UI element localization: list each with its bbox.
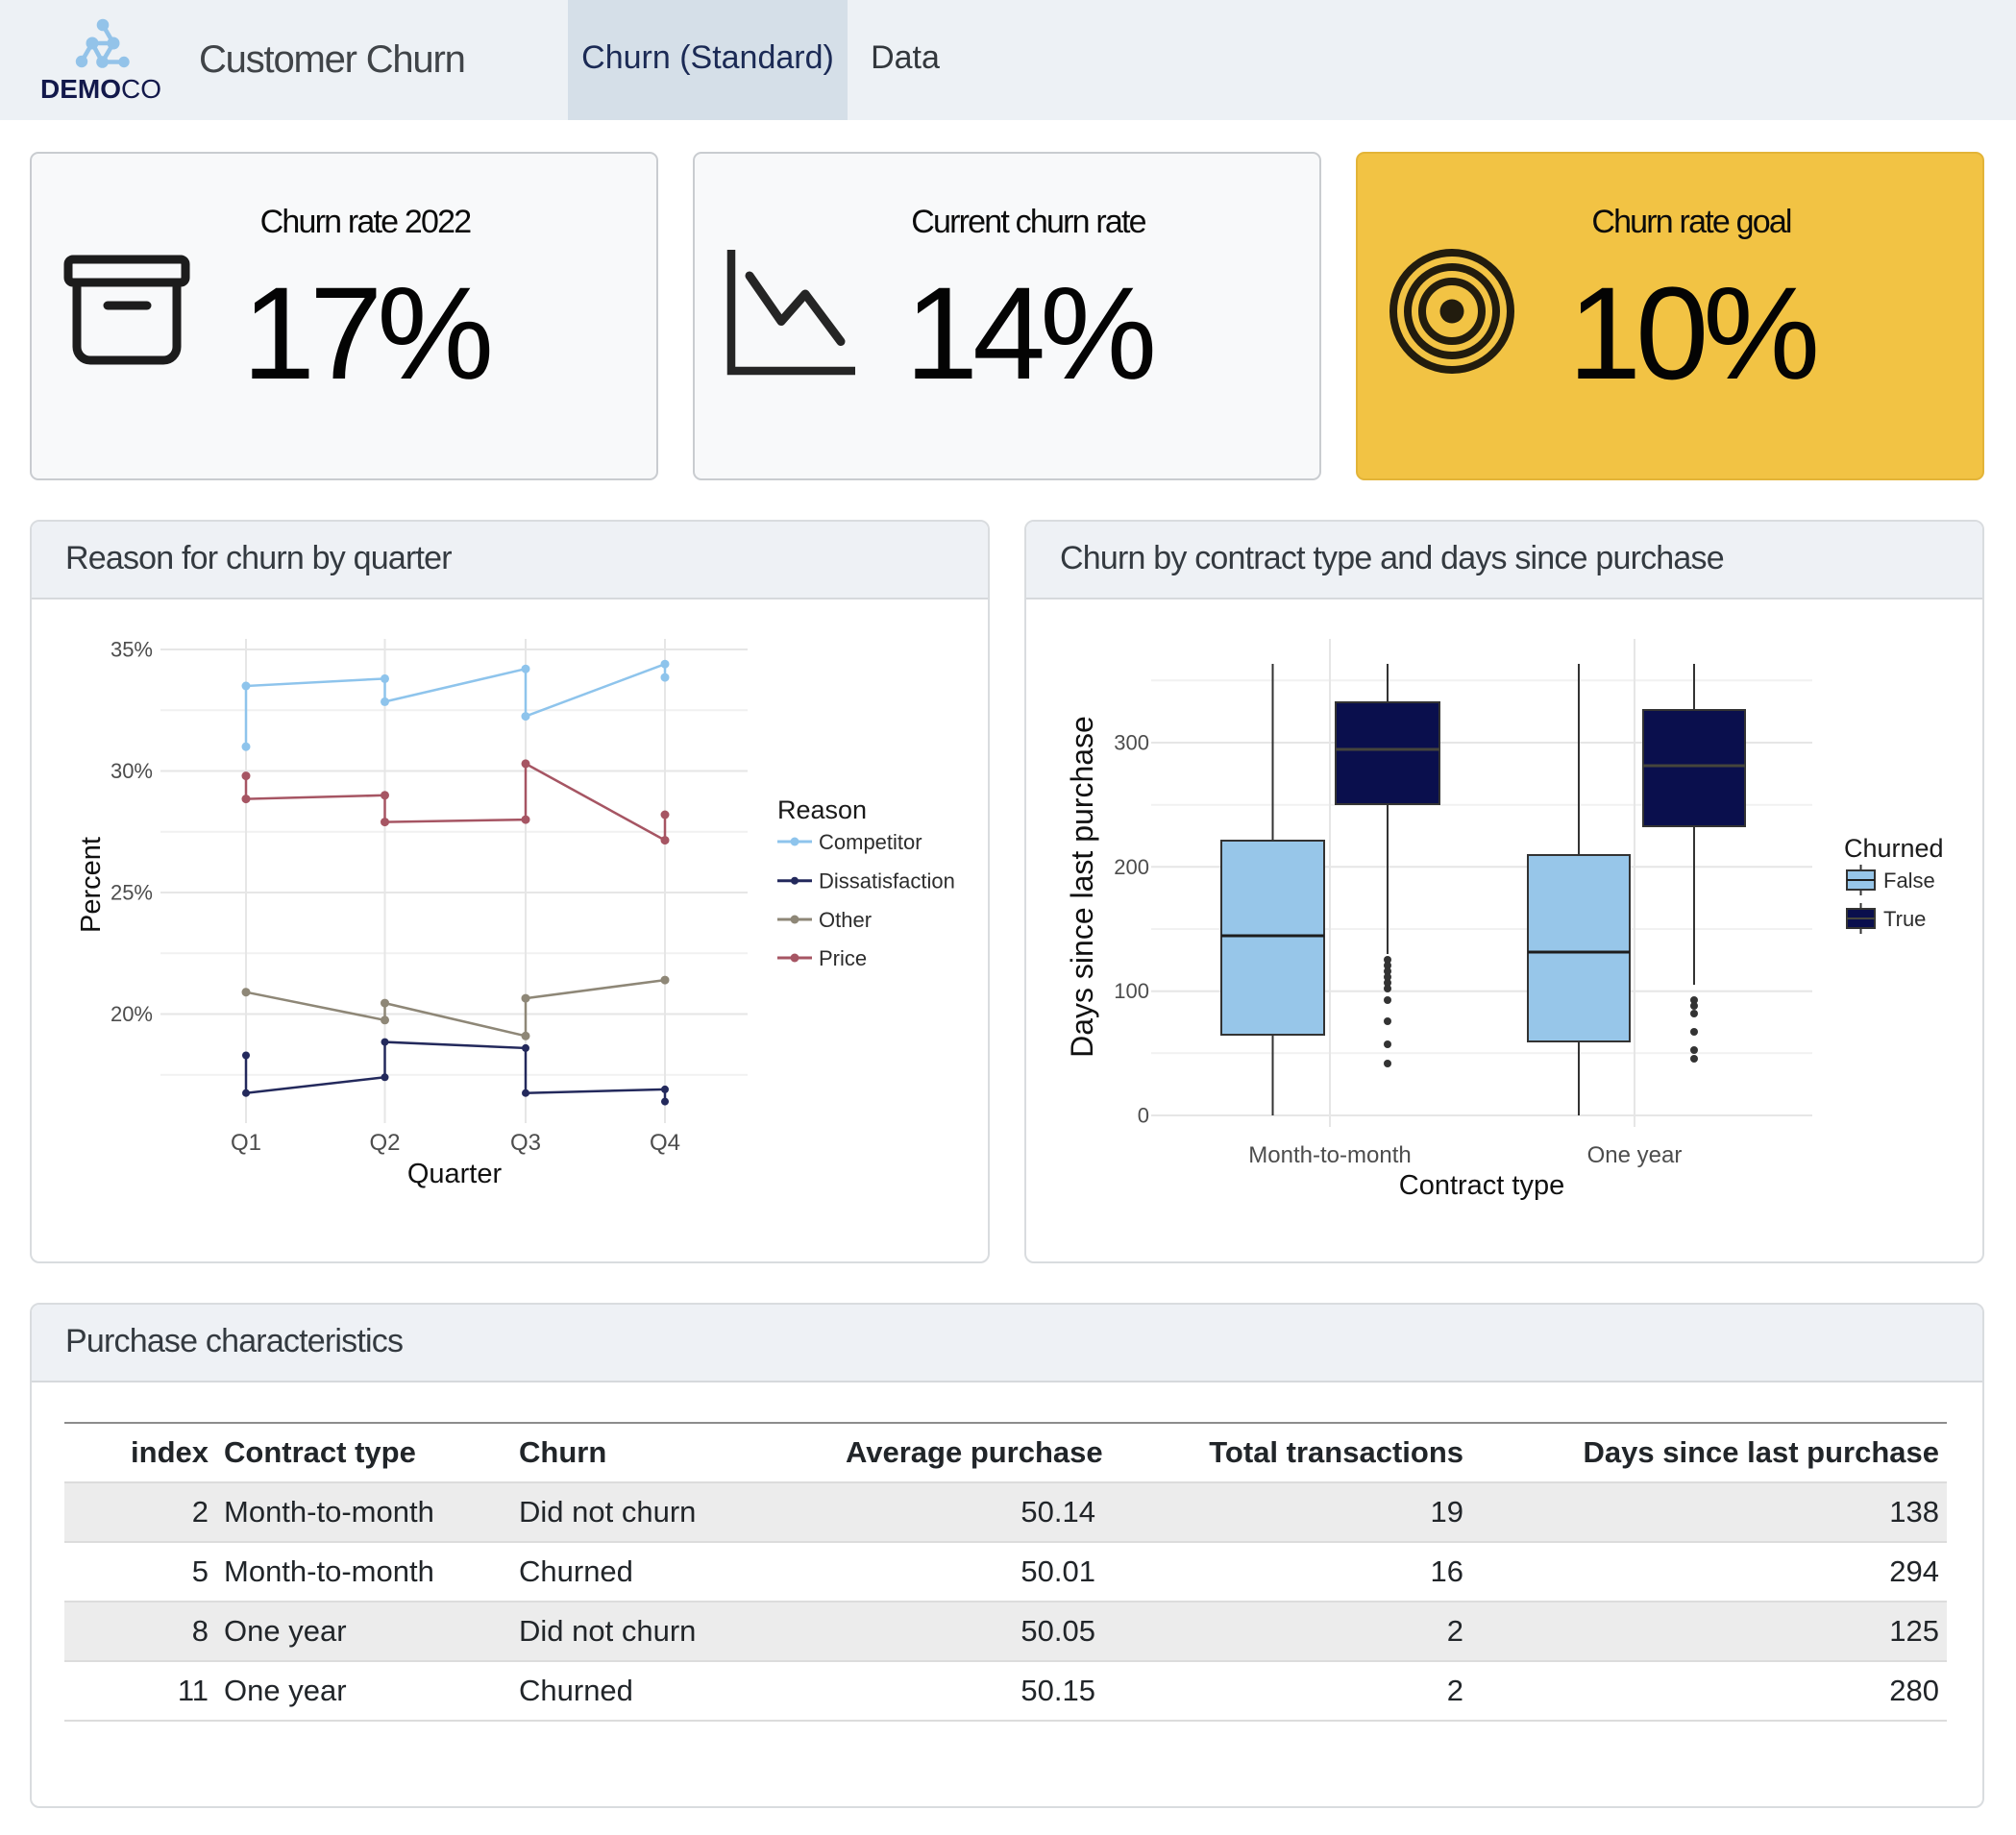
svg-text:25%: 25% [111, 881, 153, 905]
svg-text:Q2: Q2 [369, 1130, 400, 1156]
svg-text:35%: 35% [111, 638, 153, 662]
svg-text:Churned: Churned [1844, 834, 1944, 863]
svg-text:Days since last purchase: Days since last purchase [1065, 716, 1099, 1058]
svg-text:Contract type: Contract type [1399, 1170, 1564, 1201]
svg-text:Q3: Q3 [510, 1130, 541, 1156]
svg-text:False: False [1883, 869, 1935, 893]
svg-text:Quarter: Quarter [407, 1159, 503, 1189]
svg-text:0: 0 [1138, 1104, 1149, 1128]
svg-text:20%: 20% [111, 1002, 153, 1026]
svg-text:200: 200 [1114, 855, 1149, 879]
svg-text:Q1: Q1 [231, 1130, 261, 1156]
svg-text:Dissatisfaction: Dissatisfaction [819, 869, 955, 893]
svg-text:True: True [1883, 907, 1926, 931]
svg-text:100: 100 [1114, 979, 1149, 1003]
svg-text:One year: One year [1587, 1142, 1683, 1168]
svg-text:Month-to-month: Month-to-month [1248, 1142, 1411, 1168]
svg-text:Q4: Q4 [650, 1130, 680, 1156]
svg-text:Other: Other [819, 908, 872, 932]
svg-text:300: 300 [1114, 731, 1149, 755]
svg-text:Competitor: Competitor [819, 830, 922, 854]
svg-text:30%: 30% [111, 759, 153, 783]
svg-text:Reason: Reason [777, 795, 867, 824]
svg-text:Percent: Percent [76, 837, 107, 933]
svg-text:Price: Price [819, 946, 867, 970]
